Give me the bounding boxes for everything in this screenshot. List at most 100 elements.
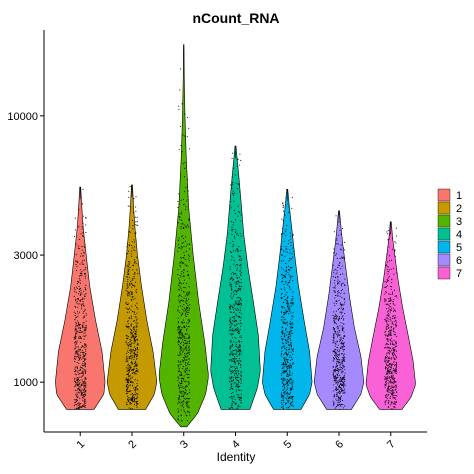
data-point [136, 269, 138, 271]
data-point [76, 407, 78, 410]
data-point [185, 392, 187, 394]
data-point [290, 404, 293, 406]
data-point [282, 408, 284, 410]
data-point [337, 234, 339, 236]
x-tick-label: 3 [178, 438, 191, 451]
data-point [395, 366, 397, 368]
data-point [183, 400, 185, 402]
data-point [384, 394, 386, 396]
data-point [236, 389, 238, 391]
legend-swatch-3 [437, 214, 451, 228]
data-point [335, 369, 337, 371]
data-point [80, 337, 82, 340]
data-point [343, 303, 345, 305]
data-point [386, 317, 388, 319]
data-point [337, 388, 339, 390]
data-point [335, 343, 337, 345]
data-point [188, 348, 190, 350]
data-point [179, 89, 181, 91]
data-point [388, 383, 390, 385]
data-point [127, 293, 129, 295]
data-point [385, 377, 387, 379]
data-point [289, 331, 291, 333]
data-point [187, 341, 189, 343]
data-point [391, 293, 393, 295]
data-point [188, 127, 190, 129]
data-point [337, 370, 339, 373]
data-point [235, 290, 238, 292]
data-point [342, 368, 344, 370]
data-point [181, 405, 184, 407]
data-point [178, 244, 180, 246]
data-point [283, 335, 286, 337]
data-point [183, 407, 185, 409]
data-point [387, 402, 389, 404]
data-point [392, 292, 394, 294]
data-point [388, 357, 390, 359]
data-point [393, 391, 395, 393]
data-point [184, 226, 186, 228]
data-point [338, 369, 340, 371]
data-point [289, 321, 291, 323]
data-point [386, 264, 388, 266]
data-point [337, 267, 339, 269]
data-point [82, 312, 84, 314]
data-point [388, 300, 390, 302]
data-point [231, 351, 233, 353]
data-point [395, 350, 398, 352]
data-point [132, 400, 134, 402]
data-point [393, 289, 396, 291]
data-point [333, 272, 335, 274]
data-point [386, 365, 388, 367]
data-point [133, 273, 135, 275]
data-point [74, 334, 76, 336]
data-point [290, 302, 292, 304]
data-point [129, 295, 131, 297]
data-point [393, 406, 395, 408]
legend-label-4: 4 [456, 229, 462, 241]
data-point [334, 375, 336, 378]
data-point [74, 368, 76, 370]
data-point [186, 400, 188, 402]
data-point [81, 364, 83, 366]
data-point [130, 325, 132, 327]
data-point [232, 295, 234, 297]
data-point [341, 282, 343, 285]
data-point [344, 335, 346, 337]
data-point [230, 273, 232, 275]
data-point [239, 233, 241, 235]
data-point [394, 407, 396, 409]
data-point [280, 248, 282, 250]
data-point [290, 389, 292, 391]
data-point [332, 366, 334, 368]
data-point [184, 354, 186, 356]
data-point [395, 342, 398, 344]
data-point [389, 391, 391, 394]
data-point [232, 391, 234, 393]
data-point [232, 256, 234, 258]
data-point [130, 345, 132, 347]
data-point [85, 344, 87, 346]
data-point [136, 382, 138, 385]
data-point [76, 367, 78, 369]
data-point [182, 396, 185, 398]
data-point [231, 385, 233, 387]
data-point [338, 265, 340, 267]
data-point [337, 293, 339, 295]
data-point [82, 370, 84, 372]
data-point [137, 308, 139, 310]
data-point [335, 315, 337, 317]
data-point [84, 268, 86, 270]
data-point [129, 339, 131, 341]
data-point [289, 323, 291, 325]
data-point [334, 371, 336, 373]
data-point [134, 271, 136, 274]
data-point [336, 326, 338, 328]
data-point [181, 213, 183, 215]
data-point [229, 205, 231, 207]
data-point [284, 383, 286, 385]
data-point [337, 277, 339, 279]
data-point [340, 244, 342, 246]
data-point [289, 382, 291, 384]
data-point [341, 372, 343, 374]
